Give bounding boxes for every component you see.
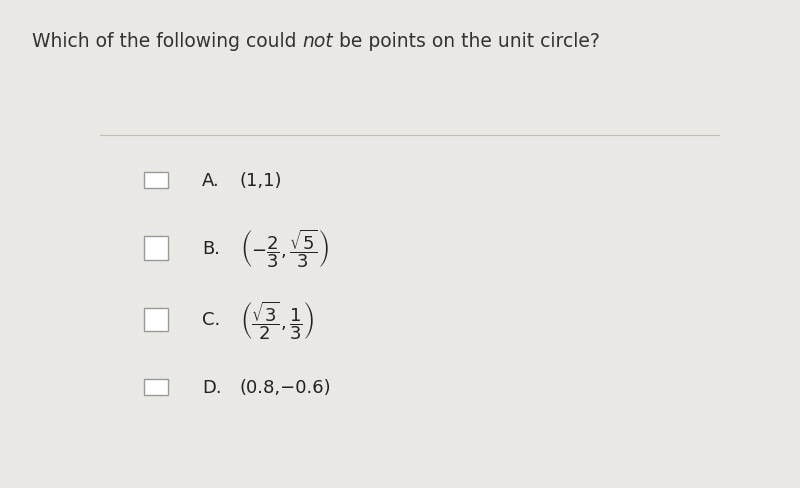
Bar (144, 308, 167, 331)
Text: be points on the unit circle?: be points on the unit circle? (334, 32, 600, 51)
Text: Which of the following could: Which of the following could (32, 32, 302, 51)
Text: $\left(\dfrac{\sqrt{3}}{2},\dfrac{1}{3}\right)$: $\left(\dfrac{\sqrt{3}}{2},\dfrac{1}{3}\… (239, 298, 314, 341)
Text: (1,1): (1,1) (239, 172, 282, 190)
Text: (0.8,−0.6): (0.8,−0.6) (239, 378, 331, 396)
Bar (144, 237, 167, 260)
Text: not: not (302, 32, 334, 51)
Text: B.: B. (202, 239, 220, 257)
Text: C.: C. (202, 311, 221, 329)
Bar (144, 379, 167, 395)
Text: $\left(-\dfrac{2}{3},\dfrac{\sqrt{5}}{3}\right)$: $\left(-\dfrac{2}{3},\dfrac{\sqrt{5}}{3}… (239, 227, 328, 270)
Text: D.: D. (202, 378, 222, 396)
Bar (144, 173, 167, 189)
Text: A.: A. (202, 172, 220, 190)
